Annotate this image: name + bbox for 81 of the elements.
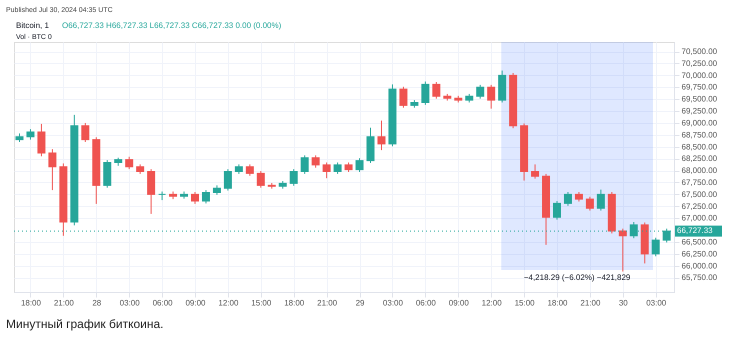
x-tick-label: 12:00 [482, 298, 502, 308]
candlestick [125, 156, 134, 170]
chart-title: Bitcoin, 1 [16, 21, 50, 30]
x-tick-label: 18:00 [20, 298, 42, 308]
candlestick [421, 81, 430, 106]
y-tick-label: 65,750.00 [682, 273, 718, 282]
candlestick [290, 168, 298, 186]
candlestick [574, 192, 583, 202]
candlestick [531, 164, 540, 180]
y-tick-label: 66,250.00 [682, 249, 718, 258]
x-tick-label: 06:00 [416, 298, 436, 308]
candlestick [476, 84, 484, 100]
candlestick [234, 164, 243, 174]
x-tick-label: 12:00 [218, 298, 239, 308]
y-tick-label: 67,000.00 [682, 214, 718, 223]
x-tick-label: 03:00 [382, 298, 404, 308]
candlestick [399, 86, 408, 108]
x-tick-label: 29 [356, 298, 366, 308]
y-tick-label: 68,250.00 [682, 154, 718, 164]
candlestick [366, 127, 375, 164]
x-tick-label: 18:00 [284, 298, 305, 308]
x-tick-label: 09:00 [185, 298, 206, 308]
y-tick-label: 67,750.00 [682, 178, 718, 187]
candlestick [377, 120, 386, 151]
candlestick [487, 84, 496, 110]
y-tick-label: 69,500.00 [682, 94, 718, 104]
y-tick-label: 69,000.00 [682, 118, 718, 128]
candlestick [334, 162, 342, 174]
candlestick [312, 154, 320, 168]
x-tick-label: 03:00 [120, 298, 140, 308]
y-tick-label: 68,750.00 [682, 130, 718, 140]
candlestick [300, 154, 309, 174]
candlestick [147, 168, 156, 214]
ref-line-label: 66,727.33 [677, 226, 714, 236]
candlestick [103, 160, 112, 188]
x-tick-label: 18:00 [547, 298, 568, 308]
candlestick [356, 158, 364, 172]
candlestick [48, 148, 56, 191]
y-tick-label: 68,000.00 [682, 166, 718, 176]
candlestick [136, 164, 144, 174]
y-tick-label: 66,000.00 [682, 261, 718, 270]
candlestick [26, 128, 34, 140]
y-tick-label: 70,000.00 [682, 70, 718, 80]
candlestick [224, 168, 232, 192]
candlestick [202, 190, 210, 204]
x-tick-label: 21:00 [317, 298, 338, 308]
candlestick [322, 162, 331, 179]
candlestick [256, 170, 265, 188]
candlestick [246, 164, 254, 176]
x-tick-label: 15:00 [251, 298, 272, 308]
candlestick [190, 192, 199, 204]
y-tick-label: 69,250.00 [682, 106, 718, 116]
candlestick [81, 122, 90, 142]
x-tick-label: 30 [618, 298, 628, 308]
x-tick-label: 06:00 [152, 298, 174, 308]
y-tick-label: 70,250.00 [682, 58, 718, 68]
candlestick [37, 123, 46, 157]
x-tick-label: 03:00 [646, 298, 667, 308]
band-label: −4,218.29 (−6.02%) −421,829 [524, 273, 631, 282]
candlestick [586, 196, 594, 212]
x-tick-label: 21:00 [580, 298, 601, 308]
candlestick [212, 184, 221, 196]
x-tick-label: 21:00 [54, 298, 74, 308]
candlestick [552, 200, 561, 220]
text: Минутный график биткоина. [6, 317, 164, 331]
y-tick-label: 69,750.00 [682, 82, 718, 92]
x-tick-label: 28 [92, 298, 102, 308]
candlestick [344, 162, 353, 172]
candlestick [618, 228, 627, 272]
x-tick-label: 15:00 [514, 298, 536, 308]
y-tick-label: 67,500.00 [682, 190, 718, 199]
candlestick [596, 189, 605, 212]
y-tick-label: 68,500.00 [682, 142, 718, 152]
candlestick [652, 237, 660, 257]
y-tick-label: 70,500.00 [682, 47, 718, 56]
candlestick [564, 192, 572, 206]
x-tick-label: 09:00 [448, 298, 470, 308]
candlestick [432, 82, 440, 100]
text: O66,727.33 H66,727.33 L66,727.33 C66,727.33 0.00 (0.00%) [62, 21, 282, 30]
y-tick-label: 67,250.00 [682, 202, 718, 211]
y-tick-label: 66,500.00 [682, 238, 718, 246]
